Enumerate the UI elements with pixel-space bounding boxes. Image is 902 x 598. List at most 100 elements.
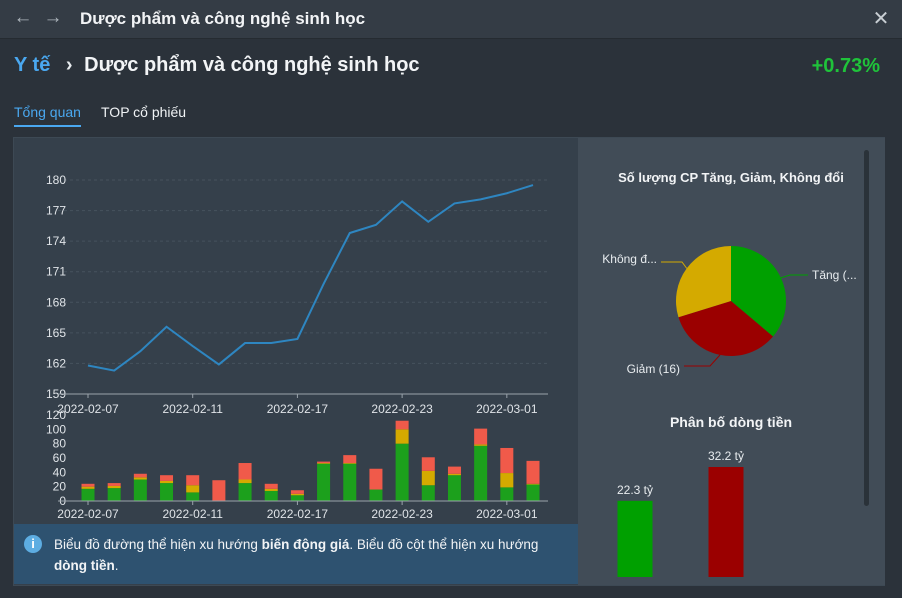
x-tick-label: 2022-02-23 [371, 507, 433, 521]
bar-segment [81, 483, 95, 487]
x-tick-label: 2022-02-07 [57, 402, 119, 416]
bar-segment [421, 457, 435, 471]
bar-segment [264, 483, 278, 489]
bar-segment [160, 475, 174, 481]
bar-segment [395, 420, 409, 430]
bar-segment [133, 473, 147, 478]
back-arrow-icon[interactable]: ← [13, 7, 33, 28]
bar-segment [290, 495, 304, 501]
x-tick-label: 2022-02-07 [57, 507, 119, 521]
bar-segment [160, 483, 174, 501]
money-distribution-chart: Phân bố dòng tiền 22.3 tỷ 32.2 tỷ [617, 414, 792, 577]
info-bold-flow: dòng tiền [54, 558, 115, 573]
bar-segment [107, 488, 121, 501]
info-bold-price: biến động giá [261, 537, 350, 552]
flow-title: Phân bố dòng tiền [670, 414, 792, 430]
flow-bar [617, 500, 653, 577]
pie-slice-label: Tăng (... [812, 268, 857, 282]
bar-segment [238, 483, 252, 501]
bar-segment [447, 466, 461, 474]
bar-segment [212, 480, 226, 501]
tab-overview[interactable]: Tổng quan [14, 104, 81, 127]
info-text-part: . [114, 558, 119, 573]
pie-leader-line [661, 261, 688, 269]
x-tick-label: 2022-03-01 [476, 507, 538, 521]
info-text: Biểu đồ đường thể hiện xu hướng biến độn… [54, 534, 574, 576]
x-tick-label: 2022-03-01 [476, 402, 538, 416]
close-icon[interactable]: ✕ [872, 8, 890, 30]
pie-leader-line [780, 274, 808, 279]
bar-segment [421, 470, 435, 486]
breadth-pie-chart: Số lượng CP Tăng, Giảm, Không đổi Tăng (.… [602, 170, 856, 376]
breadcrumb: Y tế › Dược phẩm và công nghệ sinh học [14, 54, 420, 77]
flow-value-label: 32.2 tỷ [708, 449, 744, 463]
bar-segment [186, 492, 200, 501]
bar-segment [343, 455, 357, 464]
title-bar: ← → Dược phẩm và công nghệ sinh học ✕ [0, 0, 902, 39]
pie-slice-label: Giảm (16) [627, 362, 680, 376]
bar-segment [107, 483, 121, 486]
y-tick-label: 162 [46, 356, 66, 370]
info-text-part: Biểu đồ đường thể hiện xu hướng [54, 537, 262, 552]
bar-segment [369, 489, 383, 501]
flow-bar [708, 467, 744, 577]
info-note: i Biểu đồ đường thể hiện xu hướng biến đ… [14, 524, 578, 584]
bar-segment [238, 463, 252, 480]
index-change-percent: +0.73% [811, 55, 880, 77]
y-tick-label: 171 [46, 265, 66, 279]
bar-segment [343, 463, 357, 501]
pie-slice [678, 301, 774, 356]
bar-segment [500, 487, 514, 501]
forward-arrow-icon[interactable]: → [43, 7, 63, 28]
bar-segment [133, 479, 147, 501]
page-title: Dược phẩm và công nghệ sinh học [84, 54, 420, 76]
y-tick-label: 180 [46, 173, 66, 187]
y-tick-label: 165 [46, 326, 66, 340]
bar-segment [317, 463, 331, 501]
pie-slice [731, 246, 786, 337]
tab-top-stocks[interactable]: TOP cổ phiếu [101, 104, 187, 120]
bar-segment [369, 468, 383, 490]
info-icon: i [24, 535, 42, 553]
bar-segment [290, 493, 304, 496]
bar-segment [186, 485, 200, 493]
bar-segment [81, 488, 95, 501]
y-tick-label: 80 [53, 437, 67, 451]
y-tick-label: 60 [53, 451, 67, 465]
x-tick-label: 2022-02-17 [267, 507, 329, 521]
y-tick-label: 174 [46, 234, 66, 248]
y-tick-label: 40 [53, 465, 67, 479]
breadcrumb-parent-link[interactable]: Y tế [14, 54, 51, 76]
price-line-chart: 159 162 165 168 171 174 177 180 2022-02-07 2022-0… [46, 173, 548, 416]
bar-segment [186, 475, 200, 486]
bar-segment [526, 460, 540, 484]
bar-segment [133, 477, 147, 480]
bar-segment [474, 428, 488, 445]
bar-segment [500, 447, 514, 474]
bar-segment [317, 463, 331, 464]
x-tick-label: 2022-02-11 [162, 507, 223, 521]
y-tick-label: 120 [46, 408, 66, 422]
bar-segment [264, 488, 278, 491]
scrollbar[interactable] [864, 150, 869, 506]
bar-segment [317, 461, 331, 464]
y-tick-label: 159 [46, 387, 66, 401]
chevron-right-icon: › [65, 54, 73, 76]
bar-segment [395, 443, 409, 501]
pie-slice-label: Không đ... [602, 252, 657, 266]
bar-segment [238, 479, 252, 484]
bar-segment [290, 490, 304, 494]
bar-segment [81, 486, 95, 489]
bar-segment [447, 473, 461, 476]
bar-segment [264, 490, 278, 501]
pie-slice [676, 246, 731, 318]
y-tick-label: 177 [46, 204, 66, 218]
info-text-part: . Biểu đồ cột thể hiện xu hướng [349, 537, 539, 552]
x-tick-label: 2022-02-11 [162, 402, 223, 416]
bar-segment [474, 444, 488, 446]
bar-segment [447, 475, 461, 501]
bar-segment [474, 445, 488, 501]
bar-segment [421, 485, 435, 501]
bar-segment [500, 473, 514, 488]
